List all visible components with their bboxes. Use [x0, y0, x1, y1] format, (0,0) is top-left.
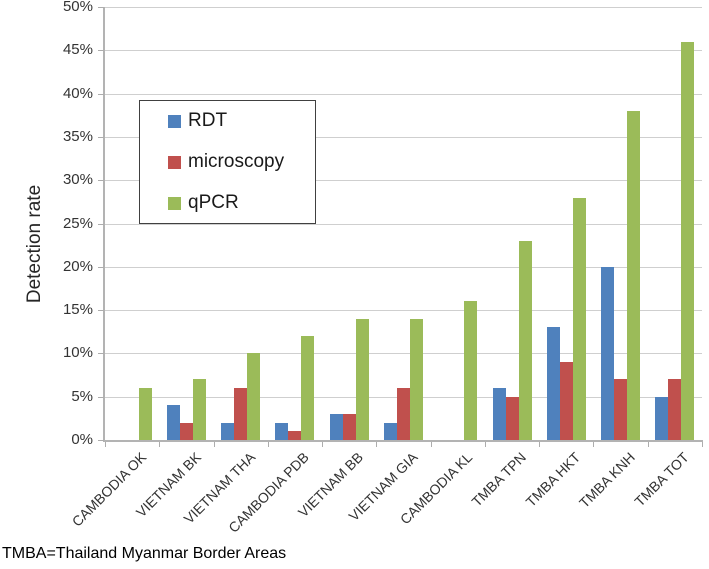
x-tick-label-tmba-hkt: TMBA HKT	[522, 449, 584, 510]
y-tick-mark	[98, 440, 104, 441]
x-tick-mark	[647, 442, 649, 447]
y-tick-mark	[98, 353, 104, 355]
x-tick-mark	[593, 442, 595, 447]
bar-RDT-cambodia-pdb	[275, 422, 289, 440]
gridline-20	[105, 266, 702, 268]
bar-qPCR-vietnam-gia	[410, 318, 423, 440]
plot-area	[105, 7, 702, 440]
bar-microscopy-vietnam-bb	[342, 414, 356, 440]
legend-item-microscopy: microscopy	[168, 151, 315, 173]
y-tick-label-25: 25%	[62, 214, 93, 232]
y-tick-mark	[98, 136, 104, 138]
bar-qPCR-cambodia-pdb	[301, 336, 315, 440]
y-tick-label-30: 30%	[62, 171, 93, 189]
x-tick-label-tmba-knh: TMBA KNH	[575, 449, 638, 511]
y-tick-label-10: 10%	[62, 344, 93, 362]
x-tick-mark	[702, 442, 703, 447]
legend-label-microscopy: microscopy	[188, 151, 285, 172]
gridline-40	[105, 93, 702, 95]
y-tick-label-45: 45%	[62, 41, 93, 59]
bar-qPCR-vietnam-bb	[355, 318, 369, 440]
bar-microscopy-tmba-knh	[614, 379, 628, 440]
bar-RDT-tmba-knh	[601, 266, 615, 440]
bar-microscopy-cambodia-pdb	[288, 431, 302, 440]
bar-qPCR-tmba-tot	[681, 41, 695, 440]
y-tick-mark	[98, 7, 104, 8]
y-tick-label-5: 5%	[71, 387, 93, 405]
bar-microscopy-vietnam-bk	[179, 422, 193, 440]
legend: RDT microscopy qPCR	[139, 100, 316, 224]
bar-microscopy-tmba-tot	[668, 379, 682, 440]
y-tick-label-35: 35%	[62, 127, 93, 145]
x-tick-mark	[159, 442, 161, 447]
x-tick-mark	[322, 442, 324, 447]
bar-qPCR-vietnam-bk	[192, 379, 206, 440]
y-tick-mark	[98, 266, 104, 268]
gridline-30	[105, 180, 702, 182]
gridline-10	[105, 353, 702, 355]
y-tick-mark	[98, 93, 104, 95]
bar-qPCR-cambodia-kl	[464, 301, 478, 440]
x-tick-mark	[105, 442, 106, 447]
y-tick-label-15: 15%	[62, 301, 93, 319]
x-tick-mark	[213, 442, 215, 447]
bar-microscopy-vietnam-gia	[397, 388, 410, 440]
bar-microscopy-tmba-tpn	[505, 396, 519, 440]
legend-item-qpcr: qPCR	[168, 192, 315, 214]
x-tick-mark	[539, 442, 541, 447]
bar-RDT-vietnam-bk	[166, 405, 180, 440]
y-tick-mark	[98, 223, 104, 225]
y-axis-title: Detection rate	[24, 184, 45, 304]
bar-RDT-vietnam-gia	[384, 422, 397, 440]
bar-RDT-vietnam-bb	[329, 414, 343, 440]
gridline-50	[105, 7, 702, 8]
qpcr-swatch-icon	[168, 196, 181, 210]
bar-qPCR-tmba-knh	[627, 110, 641, 440]
x-axis-line	[103, 440, 703, 442]
y-tick-label-20: 20%	[62, 257, 93, 275]
gridline-35	[105, 136, 702, 138]
bar-qPCR-tmba-tpn	[518, 240, 532, 440]
y-tick-label-0: 0%	[71, 431, 93, 448]
y-tick-label-40: 40%	[62, 84, 93, 102]
x-tick-mark	[376, 442, 378, 447]
footnote: TMBA=Thailand Myanmar Border Areas	[2, 545, 287, 562]
y-tick-label-50: 50%	[62, 0, 93, 15]
gridline-45	[105, 50, 702, 52]
bar-microscopy-vietnam-tha	[234, 388, 248, 440]
x-tick-label-cambodia-ok: CAMBODIA OK	[68, 449, 150, 530]
bar-qPCR-vietnam-tha	[247, 353, 261, 440]
y-axis-line	[103, 7, 105, 440]
bar-RDT-vietnam-tha	[221, 422, 235, 440]
legend-label-rdt: RDT	[188, 110, 228, 131]
x-tick-mark	[430, 442, 432, 447]
rdt-swatch-icon	[168, 114, 181, 128]
gridline-25	[105, 223, 702, 225]
bar-RDT-tmba-tpn	[492, 388, 506, 440]
y-tick-mark	[98, 396, 104, 398]
bar-RDT-tmba-tot	[655, 396, 669, 440]
x-tick-label-tmba-tot: TMBA TOT	[631, 449, 693, 510]
x-tick-label-tmba-tpn: TMBA TPN	[468, 449, 530, 510]
bar-qPCR-cambodia-ok	[138, 388, 152, 440]
legend-label-qpcr: qPCR	[188, 192, 239, 213]
bar-RDT-tmba-hkt	[546, 327, 560, 440]
x-tick-mark	[267, 442, 269, 447]
x-tick-mark	[484, 442, 486, 447]
y-tick-mark	[98, 50, 104, 52]
gridline-15	[105, 310, 702, 312]
legend-item-rdt: RDT	[168, 110, 315, 132]
microscopy-swatch-icon	[168, 155, 181, 169]
bar-qPCR-tmba-hkt	[572, 197, 586, 440]
y-tick-mark	[98, 310, 104, 312]
y-tick-mark	[98, 180, 104, 182]
bar-microscopy-tmba-hkt	[559, 362, 573, 440]
